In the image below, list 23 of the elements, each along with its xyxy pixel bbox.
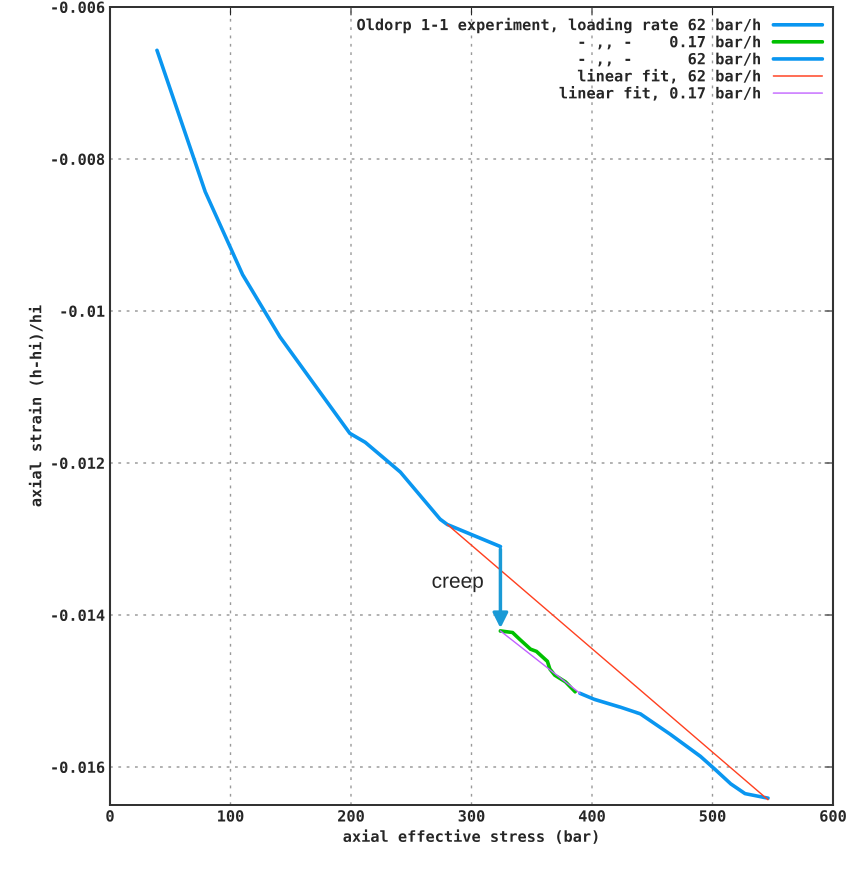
- y-tick-label: -0.016: [52, 761, 104, 774]
- x-tick-label: 600: [820, 810, 846, 822]
- x-tick-label: 500: [700, 810, 726, 822]
- x-tick-label: 300: [458, 810, 484, 822]
- legend-label: linear fit, 62 bar/h: [578, 68, 760, 84]
- y-axis-title: axial strain (h-hi)/hi: [28, 305, 44, 506]
- y-tick-label: -0.014: [52, 609, 104, 622]
- legend-label: - ,, - 0.17 bar/h: [579, 36, 760, 50]
- annotation: creep: [432, 576, 483, 592]
- y-tick-label: -0.008: [52, 153, 104, 166]
- x-tick-label: 100: [218, 810, 244, 822]
- line-series: [155, 48, 502, 548]
- y-tick-label: -0.006: [52, 1, 104, 14]
- x-tick-label: 400: [578, 810, 605, 822]
- x-tick-label: 0: [106, 810, 114, 822]
- legend-label: Oldorp 1-1 experiment, loading rate 62 bar/h: [357, 18, 760, 34]
- y-tick-label: -0.01: [61, 305, 104, 318]
- x-tick-label: 200: [338, 810, 364, 822]
- legend-label: - ,, - 62 bar/h: [579, 52, 760, 66]
- x-axis-title: axial effective stress (bar): [343, 829, 598, 844]
- legend-label: linear fit, 0.17 bar/h: [560, 86, 760, 101]
- y-tick-label: -0.012: [52, 457, 104, 470]
- line-series: [578, 691, 770, 800]
